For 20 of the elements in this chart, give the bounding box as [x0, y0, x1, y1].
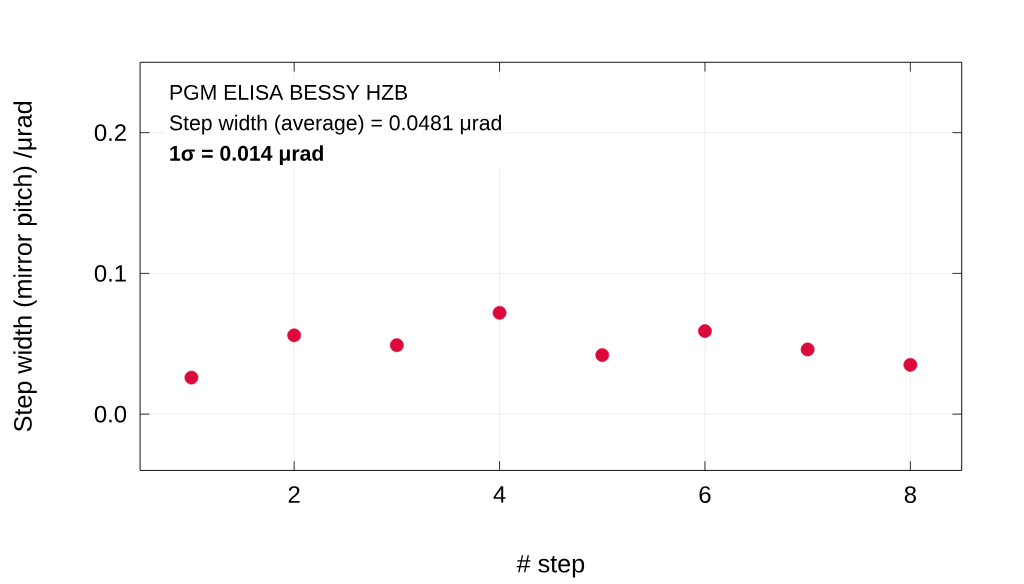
point [287, 328, 302, 343]
y-tick-label: 0.1 [94, 264, 126, 282]
point [595, 347, 610, 362]
x-tick-label: 4 [493, 485, 506, 503]
point [184, 370, 199, 385]
point [389, 338, 404, 352]
point [492, 305, 507, 320]
annotation: Step width (average) = 0.0481 μrad [169, 114, 501, 135]
y-tick-label: 0.2 [94, 124, 126, 141]
y-axis-title: Step width (mirror pitch) /μrad [13, 101, 37, 432]
y-tick-label: 0.0 [94, 405, 127, 423]
annotation: 1σ = 0.014 μrad [170, 145, 323, 165]
x-tick-label: 8 [904, 485, 916, 503]
x-tick-label: 6 [699, 485, 711, 503]
point [698, 324, 712, 338]
x-tick-label: 2 [288, 485, 300, 503]
point [800, 342, 815, 357]
point [903, 357, 918, 372]
annotation: PGM ELISA BESSY HZB [170, 84, 408, 100]
x-axis-title: # step [516, 554, 585, 578]
